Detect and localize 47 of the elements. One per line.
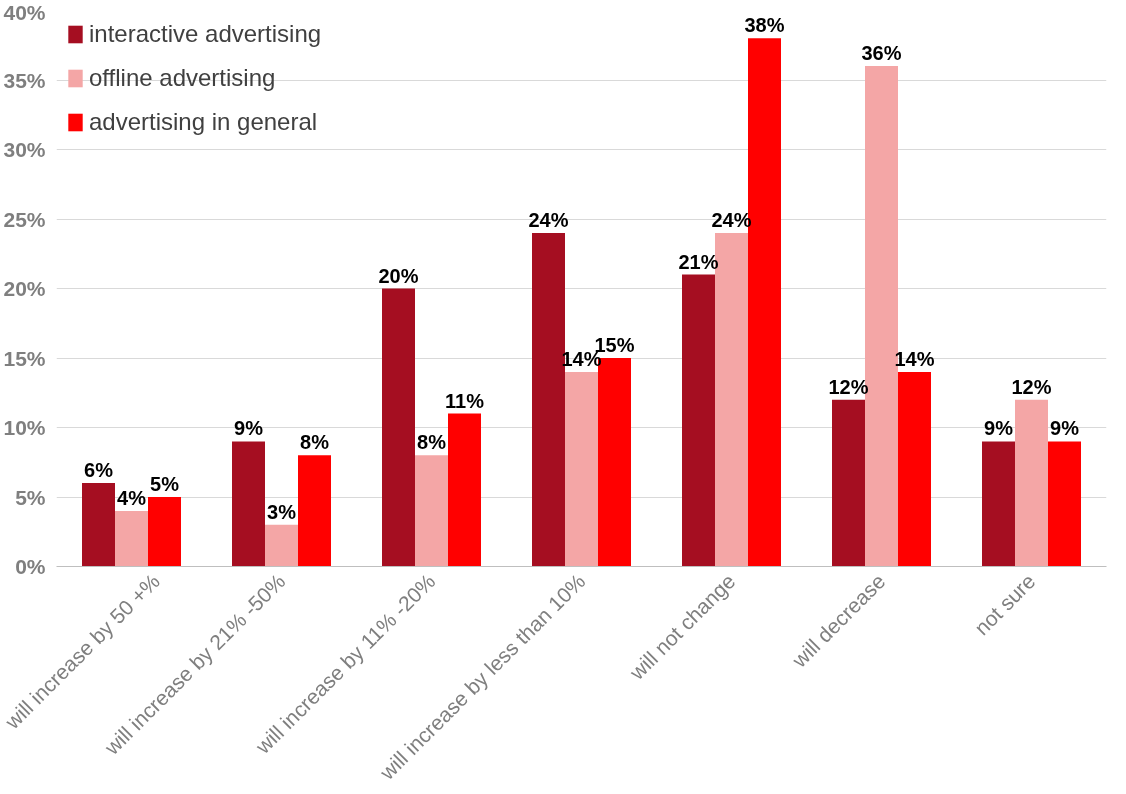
y-tick-label: 20%: [3, 277, 46, 300]
y-tick-label: 15%: [3, 346, 46, 370]
bar: [565, 371, 598, 567]
x-tick-label: not sure: [969, 569, 1040, 640]
legend-label: advertising in general: [89, 108, 318, 136]
data-label: 8%: [417, 431, 447, 454]
data-label: 14%: [894, 347, 935, 370]
bar: [265, 524, 298, 567]
bar: [82, 483, 115, 567]
data-label: 21%: [678, 250, 719, 273]
data-label: 36%: [861, 42, 902, 65]
y-tick-label: 30%: [3, 138, 46, 161]
bar: [148, 497, 181, 567]
data-label: 24%: [528, 208, 569, 231]
bar: [682, 274, 715, 567]
y-tick-label: 0%: [15, 555, 46, 578]
data-label: 6%: [84, 459, 114, 482]
bar: [448, 413, 481, 567]
y-tick-label: 40%: [3, 0, 46, 24]
data-label: 8%: [300, 431, 330, 454]
data-label: 11%: [445, 389, 485, 412]
data-label: 5%: [150, 473, 180, 495]
legend-label: offline advertising: [89, 64, 276, 92]
data-label: 9%: [984, 417, 1014, 440]
y-tick-label: 10%: [3, 416, 46, 439]
bar: [298, 455, 331, 567]
y-tick-label: 25%: [3, 207, 46, 231]
data-label: 20%: [378, 264, 419, 287]
data-label: 12%: [1011, 375, 1052, 398]
bar: [382, 288, 415, 567]
data-label: 9%: [1050, 417, 1080, 440]
data-label: 12%: [828, 375, 869, 398]
y-tick-label: 5%: [15, 485, 46, 509]
bar: [982, 441, 1015, 567]
bar: [415, 455, 448, 567]
data-label: 38%: [744, 14, 785, 37]
data-label: 3%: [267, 500, 297, 523]
legend-label: interactive advertising: [89, 20, 322, 48]
y-tick-label: 35%: [3, 68, 46, 92]
bar: [832, 399, 865, 567]
data-label: 9%: [234, 417, 264, 440]
bar: [1015, 399, 1048, 567]
bar: [898, 371, 931, 567]
data-label: 4%: [117, 486, 147, 509]
bar: [232, 441, 265, 567]
bar: [115, 510, 148, 567]
bar: [1048, 441, 1081, 567]
